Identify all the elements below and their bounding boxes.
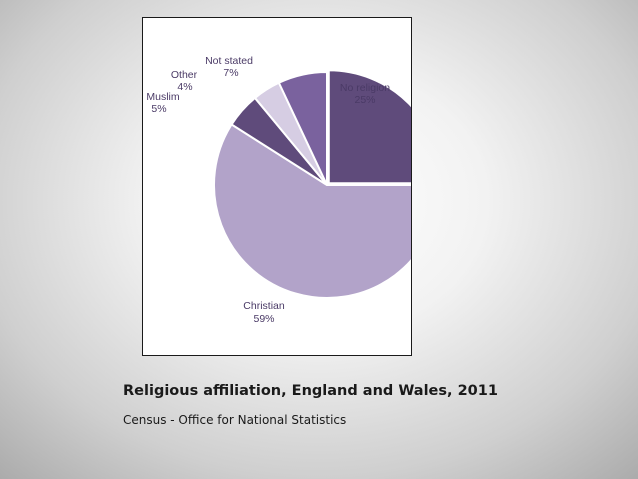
slice-value-no-religion: 25% [354, 94, 375, 106]
slice-label-other: Other [171, 69, 198, 81]
slice-label-not-stated: Not stated [205, 55, 253, 67]
slice-label-christian: Christian [243, 300, 285, 312]
caption-source: Census - Office for National Statistics [123, 413, 347, 427]
slice-label-muslim: Muslim [146, 91, 180, 103]
slice-value-not-stated: 7% [223, 67, 238, 79]
slice-value-muslim: 5% [151, 103, 166, 115]
pie-slice-no-religion [327, 69, 411, 185]
caption-title: Religious affiliation, England and Wales… [123, 383, 498, 399]
pie-slice-christian [213, 123, 411, 299]
pie-slice-not-stated [277, 70, 328, 186]
slice-label-no-religion: No religion [340, 82, 390, 94]
chart-frame: No religion 25% Christian 59% Muslim 5% Other 4… [142, 17, 412, 356]
slice-value-christian: 59% [253, 313, 274, 325]
slice-value-other: 4% [177, 81, 192, 93]
